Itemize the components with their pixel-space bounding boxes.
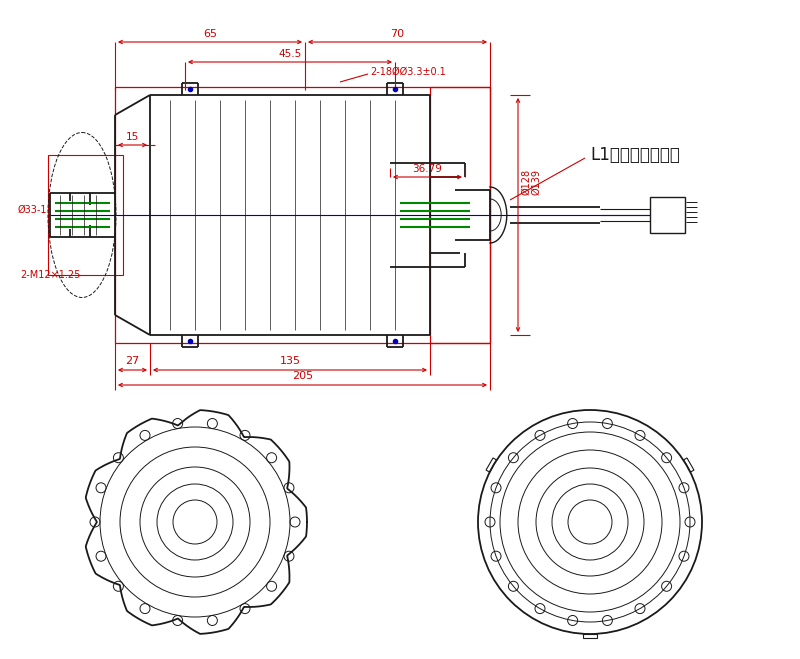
- Text: 15: 15: [126, 132, 139, 142]
- Text: Ø33-1: Ø33-1: [18, 205, 47, 215]
- Text: 2-M12×1.25: 2-M12×1.25: [20, 270, 80, 280]
- Text: 70: 70: [390, 29, 405, 39]
- Text: 2-18ØØ3.3±0.1: 2-18ØØ3.3±0.1: [370, 67, 446, 77]
- Bar: [430, 87, 490, 343]
- Bar: [48, 155, 123, 275]
- Text: 36.79: 36.79: [413, 164, 442, 174]
- Bar: [115, 87, 490, 343]
- Text: 27: 27: [126, 356, 140, 366]
- Text: 205: 205: [292, 371, 313, 381]
- Text: Ø139: Ø139: [531, 169, 541, 195]
- Text: Ø128: Ø128: [521, 169, 531, 195]
- Text: L1－根据定单要求: L1－根据定单要求: [590, 146, 680, 164]
- Text: 135: 135: [279, 356, 301, 366]
- Text: 45.5: 45.5: [278, 49, 302, 59]
- Bar: [650, 197, 685, 233]
- Text: 65: 65: [203, 29, 217, 39]
